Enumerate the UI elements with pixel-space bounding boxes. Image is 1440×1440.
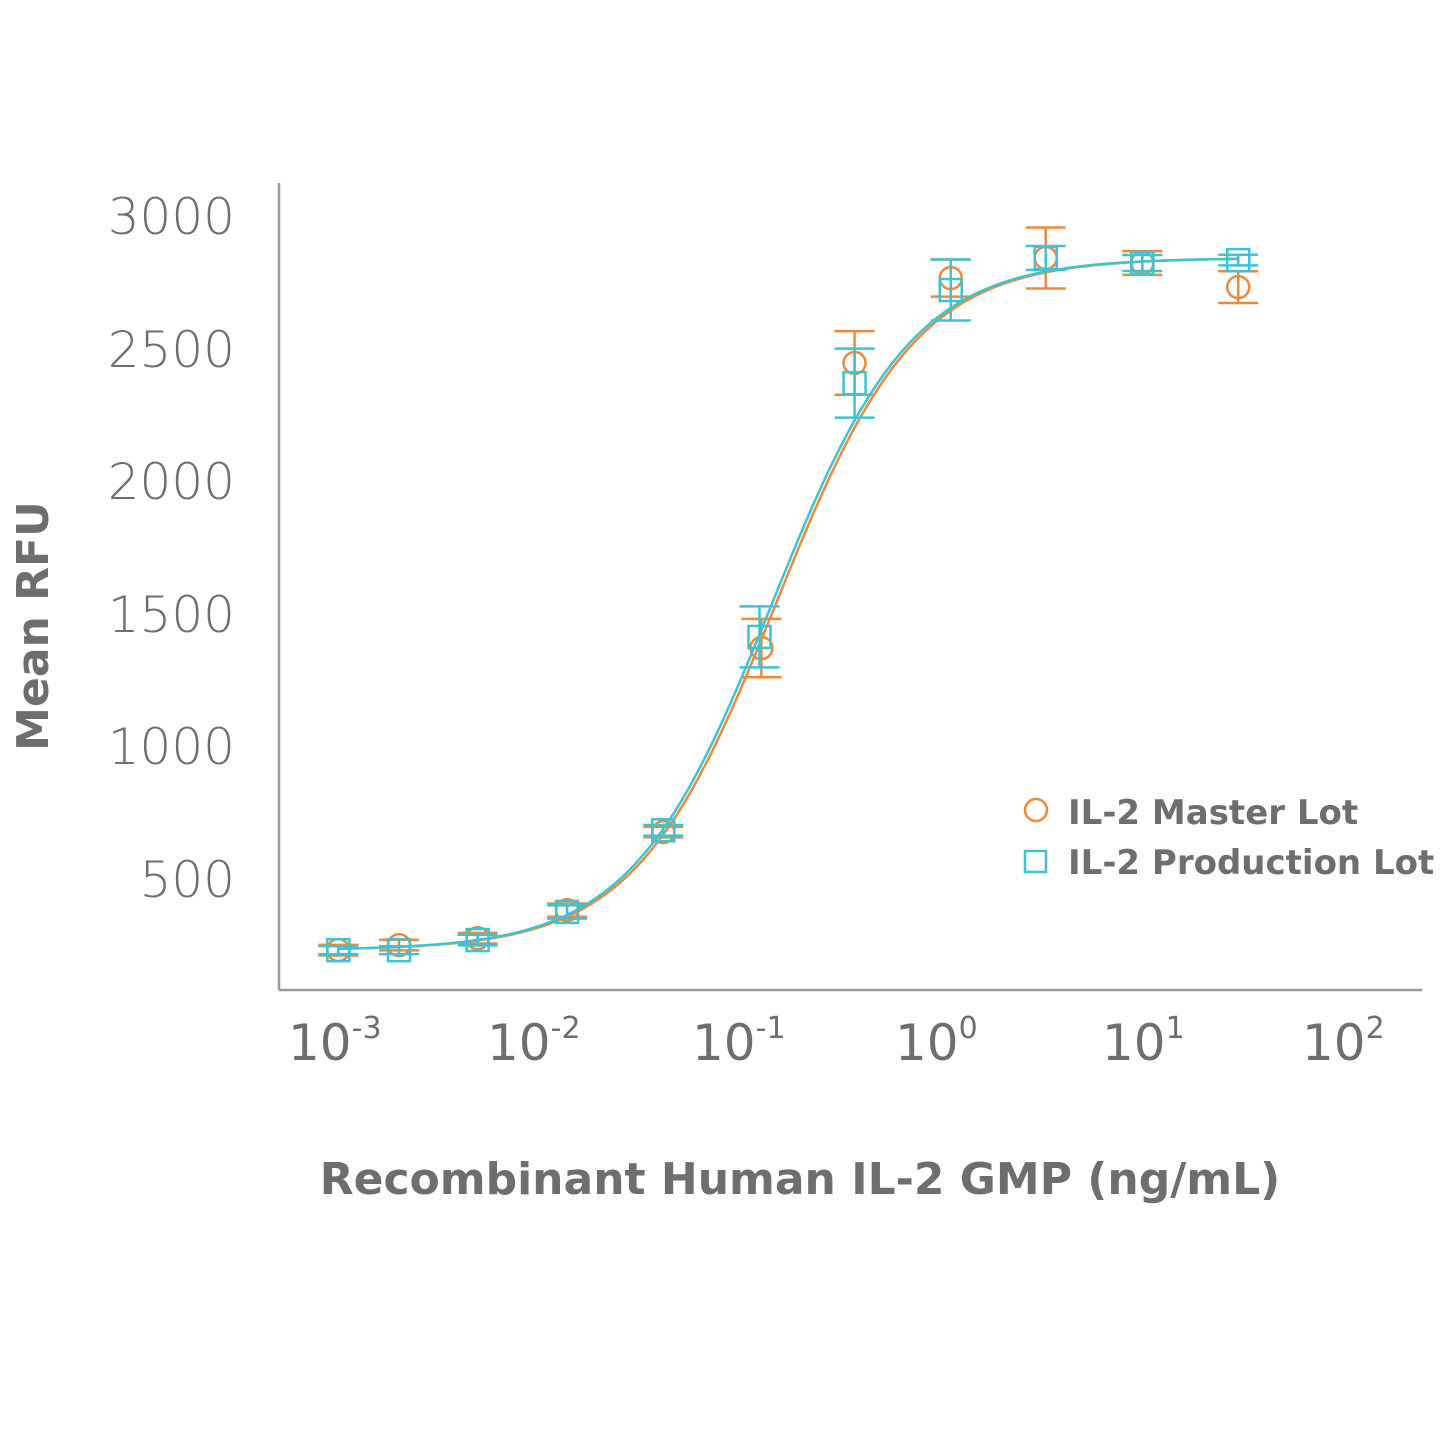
data-point	[1122, 250, 1163, 276]
y-tick-label: 1500	[108, 586, 235, 644]
square-marker-icon	[651, 818, 676, 843]
square-marker-icon	[747, 624, 772, 650]
square-marker-icon	[938, 277, 964, 303]
legend-label: IL-2 Production Lot	[1068, 843, 1434, 883]
y-tick-label: 1000	[108, 718, 235, 776]
x-tick-label: 100	[895, 1011, 978, 1072]
data-point	[1218, 269, 1259, 305]
y-axis-title: Mean RFU	[8, 501, 59, 751]
data-point	[834, 347, 875, 419]
x-tick-label: 10-1	[692, 1011, 786, 1072]
x-tick-label: 10-3	[288, 1011, 382, 1072]
square-marker-icon	[1033, 245, 1058, 271]
x-tick-label: 102	[1302, 1011, 1385, 1072]
legend-label: IL-2 Master Lot	[1068, 793, 1358, 833]
data-point	[379, 937, 420, 963]
x-tick-label: 101	[1102, 1011, 1185, 1072]
square-marker-icon	[386, 937, 412, 963]
data-point	[318, 937, 359, 963]
legend-item-production-lot: IL-2 Production Lot	[1023, 843, 1434, 883]
y-tick-label: 2000	[108, 453, 235, 511]
data-point	[547, 899, 588, 925]
plot-area	[318, 226, 1259, 963]
y-tick-labels: 3000 2500 2000 1500 1000 500	[108, 188, 235, 909]
square-marker-icon	[326, 937, 351, 963]
data-point	[457, 927, 498, 953]
y-tick-label: 500	[140, 851, 235, 909]
square-marker-icon	[842, 370, 867, 396]
square-marker-icon	[1023, 849, 1048, 874]
data-point	[930, 258, 971, 322]
data-point	[643, 818, 684, 843]
x-tick-labels: 10-3 10-2 10-1 100 101 102	[288, 1011, 1385, 1072]
square-marker-icon	[1130, 250, 1155, 276]
square-marker-icon	[465, 927, 490, 953]
data-point	[1025, 244, 1066, 272]
circle-marker-icon	[1225, 274, 1251, 300]
legend-item-master-lot: IL-2 Master Lot	[1023, 793, 1358, 833]
square-marker-icon	[554, 899, 580, 925]
circle-marker-icon	[1023, 797, 1049, 823]
y-tick-label: 2500	[108, 321, 235, 379]
data-point	[1218, 247, 1259, 273]
data-point	[739, 605, 780, 669]
x-axis-title: Recombinant Human IL-2 GMP (ng/mL)	[320, 1154, 1281, 1205]
x-tick-label: 10-2	[487, 1011, 581, 1072]
square-marker-icon	[1225, 247, 1251, 273]
legend: IL-2 Master Lot IL-2 Production Lot	[1023, 793, 1434, 883]
y-tick-label: 3000	[108, 188, 235, 246]
